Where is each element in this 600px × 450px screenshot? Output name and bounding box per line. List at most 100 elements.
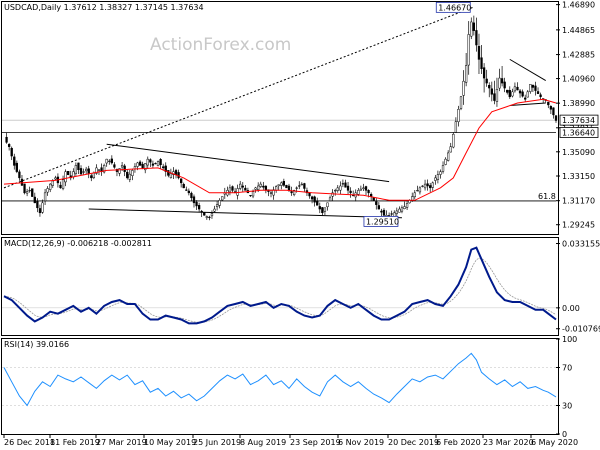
- candle-body: [185, 189, 188, 191]
- candle-body: [495, 89, 499, 102]
- candle-body: [518, 90, 522, 94]
- candle-body: [7, 144, 11, 147]
- candle-body: [305, 190, 309, 194]
- candle-body: [308, 192, 311, 197]
- candle-body: [346, 185, 350, 191]
- candle-body: [336, 187, 339, 191]
- candle-body: [162, 166, 165, 169]
- rsi-line: [3, 352, 557, 407]
- candle-body: [421, 185, 424, 187]
- candle-body: [59, 184, 62, 189]
- candle-body: [241, 185, 244, 188]
- candle-body: [180, 178, 183, 184]
- trendline-triangle-lower: [509, 102, 546, 107]
- candle-body: [508, 90, 511, 98]
- candle-body: [531, 84, 535, 88]
- candle-body: [452, 133, 455, 148]
- candle-body: [341, 183, 345, 185]
- candle-body: [500, 78, 504, 84]
- candle-body: [131, 170, 134, 176]
- candle-body: [239, 183, 242, 189]
- candle-body: [413, 192, 416, 198]
- candle-body: [149, 159, 152, 163]
- price-y-tick-label: 1.38990: [562, 99, 595, 108]
- candle-body: [547, 101, 550, 106]
- candle-body: [28, 190, 31, 192]
- candle-body: [554, 115, 558, 121]
- x-tick-label: 6 Nov 2019: [338, 438, 384, 447]
- candle-body: [480, 57, 483, 69]
- rsi-y-tick-label: 70: [562, 364, 572, 373]
- candle-body: [120, 165, 124, 168]
- candle-body: [205, 216, 208, 218]
- candle-body: [418, 187, 422, 193]
- candle-body: [85, 168, 88, 172]
- candle-body: [36, 201, 39, 209]
- candle-body: [457, 109, 460, 123]
- candle-body: [292, 190, 296, 195]
- candle-body: [18, 171, 21, 179]
- x-tick-label: 27 Mar 2019: [96, 438, 147, 447]
- candle-body: [43, 192, 47, 202]
- candle-body: [264, 185, 268, 191]
- candle-body: [449, 146, 452, 153]
- candle-body: [72, 171, 75, 178]
- candle-body: [390, 213, 393, 215]
- macd-header: MACD(12,26,9) -0.006218 -0.002811: [4, 239, 152, 248]
- rsi-y-tick-label: 100: [562, 335, 577, 344]
- candle-body: [208, 216, 211, 219]
- price-y-tick-label: 1.40960: [562, 75, 595, 84]
- candle-body: [318, 206, 321, 210]
- candle-body: [405, 203, 409, 208]
- trendline-falling-upper: [106, 143, 390, 183]
- low-callout-box: [363, 216, 399, 227]
- last-price-tag: 1.37634: [562, 116, 595, 125]
- candle-body: [5, 136, 8, 143]
- candle-body: [215, 204, 219, 208]
- candle-body: [144, 163, 147, 171]
- candle-body: [382, 209, 386, 216]
- candle-body: [262, 185, 265, 188]
- candle-body: [513, 86, 517, 92]
- candle-body: [151, 163, 155, 166]
- candle-body: [82, 171, 85, 173]
- price-header: USDCAD,Daily 1.37612 1.38327 1.37145 1.3…: [4, 3, 204, 12]
- x-tick-label: 6 May 2020: [531, 438, 578, 447]
- candle-body: [146, 158, 149, 166]
- price-y-tick-label: 1.44865: [562, 26, 595, 35]
- candle-body: [90, 175, 93, 179]
- price-y-tick-label: 1.33150: [562, 172, 595, 181]
- candle-body: [174, 170, 178, 176]
- rsi-header: RSI(14) 39.0166: [4, 340, 69, 349]
- candle-body: [133, 166, 137, 169]
- candle-body: [313, 196, 316, 203]
- candle-body: [436, 174, 440, 180]
- candle-body: [169, 173, 173, 178]
- candle-body: [113, 164, 116, 168]
- candle-body: [488, 84, 491, 89]
- candle-body: [326, 202, 329, 208]
- candle-body: [49, 183, 52, 190]
- candle-body: [482, 67, 486, 79]
- price-panel-frame: [1, 1, 559, 235]
- macd-panel: 0.033155 0.00 -0.010769: [2, 240, 600, 334]
- support-price-tag: 1.36640: [562, 128, 595, 137]
- candle-body: [387, 215, 391, 217]
- price-panel: 1.468901.448651.428851.409601.389901.370…: [2, 1, 599, 230]
- candle-body: [534, 85, 537, 91]
- candle-body: [156, 161, 160, 167]
- candle-body: [529, 84, 532, 92]
- candle-body: [310, 196, 314, 200]
- candle-body: [524, 97, 527, 100]
- candle-body: [539, 94, 542, 98]
- candle-body: [244, 187, 247, 191]
- macd-y-tick-label: 0.033155: [562, 240, 600, 249]
- x-tick-label: 23 Mar 2020: [483, 438, 534, 447]
- x-tick-label: 26 Dec 2018: [4, 438, 55, 447]
- candle-body: [197, 205, 201, 210]
- candle-body: [295, 187, 298, 189]
- candle-body: [97, 169, 101, 171]
- fib-level-label: 61.8: [538, 192, 556, 201]
- candle-body: [54, 177, 57, 180]
